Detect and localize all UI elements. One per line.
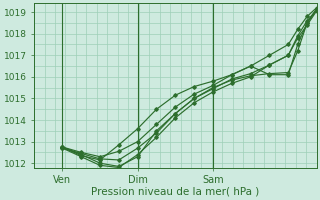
X-axis label: Pression niveau de la mer( hPa ): Pression niveau de la mer( hPa ) [91,187,260,197]
